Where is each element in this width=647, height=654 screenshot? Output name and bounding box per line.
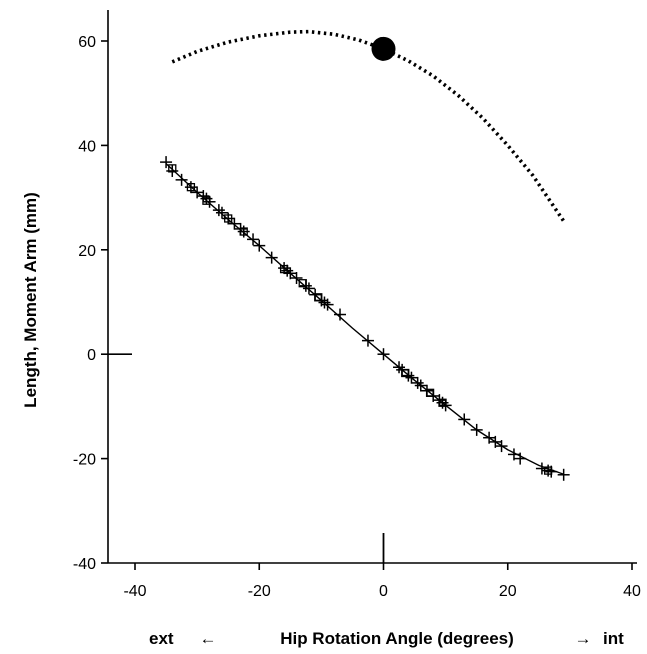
plus-point: [557, 468, 570, 481]
dotted-series-line: [171, 29, 566, 223]
square-point: [425, 388, 435, 397]
plus-point: [458, 413, 471, 426]
ticks: -40 -20 0 20 40 60 -40 -20 0 20 40: [73, 34, 641, 600]
square-point: [401, 368, 410, 378]
y-tick-label: -40: [73, 556, 96, 573]
plus-point: [253, 239, 266, 252]
square-point: [224, 214, 233, 223]
square-point: [186, 183, 196, 192]
square-point: [298, 279, 307, 288]
y-tick-label: 0: [87, 347, 96, 364]
x-axis-title: Hip Rotation Angle (degrees): [280, 629, 514, 648]
square-point: [279, 264, 289, 274]
plus-point: [160, 156, 173, 169]
plus-point: [318, 296, 331, 309]
x-axis-title-group: ext ← Hip Rotation Angle (degrees) → int: [149, 629, 624, 648]
x-tick-label: -40: [123, 583, 146, 600]
plus-point: [228, 217, 241, 230]
plus-point: [507, 448, 520, 461]
solid-series-line: [165, 163, 564, 475]
arrow-right-icon: →: [575, 629, 592, 648]
plus-point: [166, 164, 179, 177]
plus-point: [483, 431, 496, 444]
x-tick-label: 20: [499, 583, 517, 600]
plus-point: [393, 361, 406, 374]
plus-point: [284, 267, 297, 280]
arrow-left-icon: ←: [200, 629, 217, 648]
plus-point: [414, 379, 427, 392]
x-tick-label: -20: [248, 583, 271, 600]
square-point: [543, 466, 553, 475]
y-tick-label: 60: [78, 34, 96, 51]
plus-point: [321, 298, 334, 311]
x-axis-title-left: ext: [149, 629, 174, 648]
plus-point: [535, 462, 548, 475]
plus-point: [247, 233, 260, 246]
highlight-point: [371, 36, 396, 61]
plus-point: [302, 282, 315, 295]
plus-point: [212, 204, 225, 217]
square-point: [168, 164, 177, 173]
y-tick-label: 40: [78, 138, 96, 155]
plus-point: [411, 376, 424, 389]
plus-point: [361, 334, 374, 347]
plus-point: [470, 423, 483, 436]
plus-point: [290, 271, 303, 284]
y-axis-title: Length, Moment Arm (mm): [21, 192, 40, 408]
plus-point: [377, 348, 390, 361]
x-tick-label: 40: [623, 583, 641, 600]
series-layer: [160, 29, 570, 481]
plus-point: [215, 206, 228, 219]
x-axis-title-right: int: [603, 629, 624, 648]
plus-point: [265, 251, 278, 264]
square-point: [239, 227, 248, 236]
square-point: [314, 293, 323, 302]
y-tick-label: -20: [73, 452, 96, 469]
square-point: [202, 196, 211, 205]
x-tick-label: 0: [379, 583, 388, 600]
plus-point: [191, 186, 204, 199]
plus-point: [200, 192, 213, 205]
axes: [107, 10, 637, 564]
plus-point: [334, 308, 347, 321]
plus-point: [495, 440, 508, 453]
plus-point: [489, 435, 502, 448]
plus-point: [542, 464, 555, 477]
plus-point: [514, 452, 527, 465]
plus-point: [405, 371, 418, 384]
plus-point: [175, 173, 188, 186]
y-tick-label: 20: [78, 243, 96, 260]
square-point: [438, 398, 447, 407]
